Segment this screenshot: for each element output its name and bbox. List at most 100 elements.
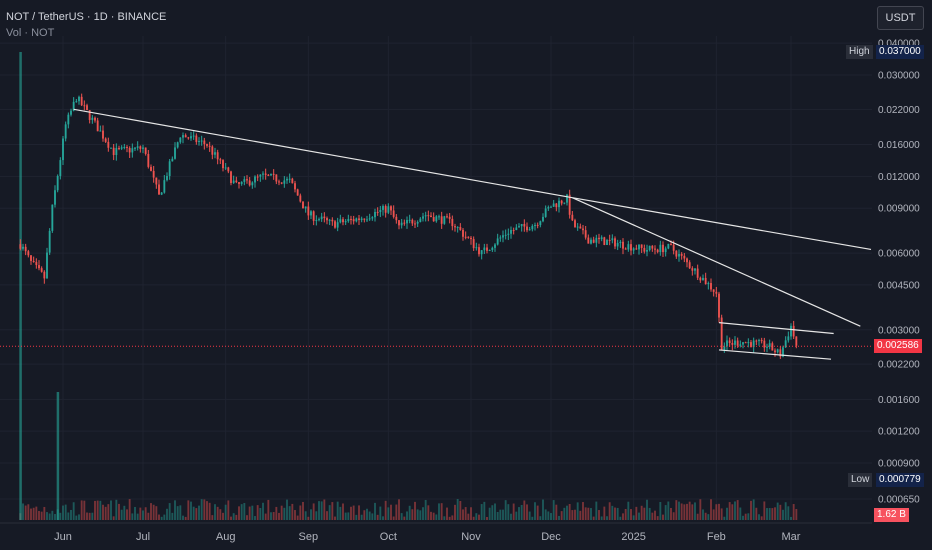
candle-body <box>374 211 376 218</box>
low-marker-value: 0.000779 <box>876 473 924 487</box>
candle-body <box>499 237 502 239</box>
volume-bar <box>779 504 782 520</box>
volume-bar <box>27 504 30 520</box>
candle-body <box>54 190 56 205</box>
volume-bar <box>422 507 424 520</box>
volume-bar <box>208 502 211 520</box>
candle-body <box>443 216 446 224</box>
candle-body <box>702 277 704 281</box>
grid-lines <box>0 36 872 520</box>
volume-bar <box>584 507 587 520</box>
candle-body <box>699 277 702 281</box>
volume-bar <box>182 515 184 520</box>
volume-bar <box>499 509 502 520</box>
currency-button[interactable]: USDT <box>877 6 924 30</box>
candle-body <box>264 173 267 175</box>
volume-bar <box>622 513 624 520</box>
candle-body <box>459 227 462 230</box>
last-price-tag: 0.002586 <box>874 339 922 354</box>
volume-bar <box>72 502 75 520</box>
candle-body <box>310 211 312 216</box>
volume-bar <box>688 501 691 520</box>
candle-body <box>86 105 88 111</box>
candle-body <box>664 248 667 253</box>
candle-body <box>568 194 571 215</box>
candle-body <box>211 146 214 155</box>
trendlines[interactable] <box>73 108 872 360</box>
volume-bar <box>766 508 768 520</box>
candle-body <box>240 181 243 184</box>
volume-bar <box>75 515 78 520</box>
volume-bar <box>166 508 168 520</box>
volume-bar <box>643 507 646 520</box>
candle-body <box>392 210 395 217</box>
candle-body <box>155 177 158 185</box>
candle-body <box>398 220 400 226</box>
candle-body <box>147 153 150 167</box>
volume-bar <box>696 513 699 520</box>
candle-body <box>115 148 118 156</box>
volume-bar <box>56 392 60 520</box>
candle-body <box>454 226 456 228</box>
time-axis[interactable]: Jun Jul Aug Sep Oct Nov Dec 2025 Feb Mar <box>0 522 872 543</box>
price-axis[interactable]: 0.040000 0.030000 0.022000 0.016000 0.012000… <box>878 39 920 506</box>
candle-body <box>256 176 259 178</box>
volume-bar <box>438 503 440 520</box>
volume-bar <box>219 509 222 520</box>
symbol-title[interactable]: NOT / TetherUS · 1D · BINANCE <box>6 11 167 23</box>
candle-body <box>667 243 670 249</box>
volume-bar <box>80 500 83 520</box>
candle-body <box>766 346 768 348</box>
price-tick-label: 0.001200 <box>878 427 920 438</box>
volume-bar <box>251 505 254 520</box>
candle-body <box>379 209 382 213</box>
candle-body <box>192 135 195 137</box>
volume-bar <box>443 516 446 520</box>
candle-body <box>320 216 323 220</box>
candle-body <box>518 226 520 228</box>
candle-body <box>267 174 270 176</box>
volume-bar <box>302 501 304 520</box>
volume-bar <box>632 515 635 520</box>
candle-body <box>592 239 595 243</box>
price-tick-label: 0.030000 <box>878 71 920 82</box>
candle-body <box>318 219 320 221</box>
volume-bar <box>790 516 792 520</box>
candle-body <box>731 343 734 345</box>
volume-bar <box>243 503 246 520</box>
candle-body <box>691 268 694 271</box>
candle-body <box>616 243 619 247</box>
candle-body <box>787 336 790 341</box>
candle-body <box>227 167 230 172</box>
volume-bar <box>566 505 568 520</box>
volume-bar <box>646 499 648 520</box>
volume-bar <box>592 516 595 520</box>
candle-body <box>27 251 30 256</box>
volume-bar <box>744 513 747 520</box>
price-tick-label: 0.022000 <box>878 105 920 116</box>
candle-body <box>582 228 584 231</box>
volume-bar <box>651 512 654 520</box>
candle-body <box>758 340 760 342</box>
volume-bar <box>774 507 776 520</box>
volume-bar <box>734 501 736 520</box>
volume-bar <box>336 501 339 520</box>
volume-bar <box>211 515 214 520</box>
volume-bar <box>523 500 526 520</box>
volume-bar <box>334 516 336 520</box>
candle-body <box>104 138 107 142</box>
time-tick-label: Mar <box>782 531 801 543</box>
candle-body <box>736 340 739 346</box>
volume-legend[interactable]: Vol · NOT <box>6 27 55 39</box>
candle-body <box>24 246 27 252</box>
volume-bar <box>662 514 664 520</box>
volume-bar <box>446 507 448 520</box>
volume-bar <box>267 499 270 520</box>
volume-bar <box>43 506 46 520</box>
volume-bar <box>414 501 416 520</box>
candle-body <box>112 147 115 156</box>
volume-bar <box>315 511 318 520</box>
volume-bar <box>536 505 539 520</box>
volume-bar <box>248 506 251 520</box>
